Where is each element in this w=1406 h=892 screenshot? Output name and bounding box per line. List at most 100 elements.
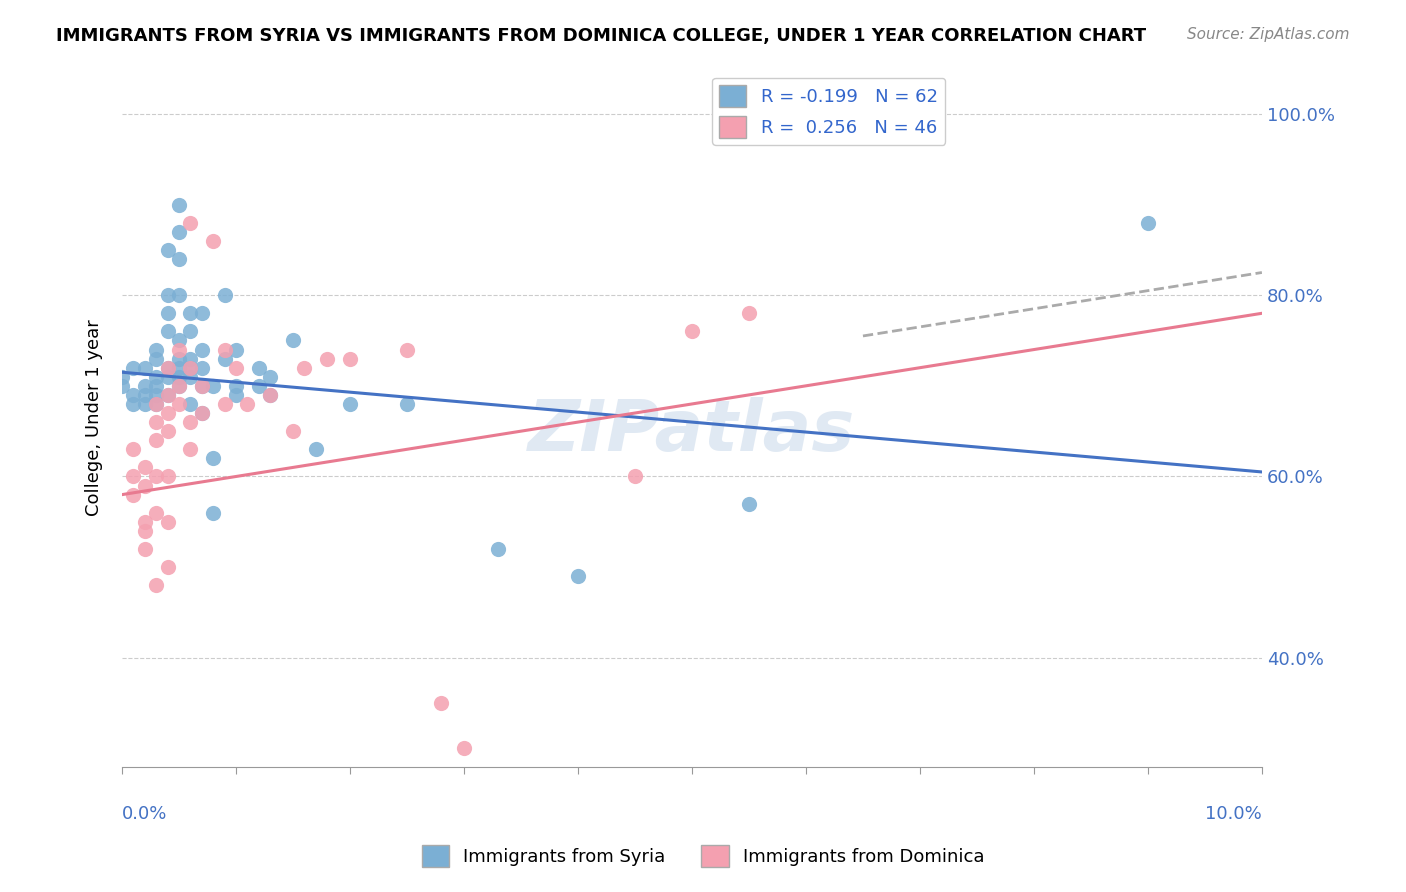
Point [179, 306, 201, 320]
Point [259, 369, 281, 384]
Point [145, 415, 167, 429]
Point [179, 397, 201, 411]
Point [156, 515, 179, 529]
Point [179, 360, 201, 375]
Point [167, 252, 190, 266]
Point [486, 541, 509, 556]
Point [156, 369, 179, 384]
Point [134, 515, 156, 529]
Point [1136, 216, 1159, 230]
Point [395, 343, 418, 357]
Point [567, 569, 589, 583]
Point [681, 325, 703, 339]
Point [134, 478, 156, 492]
Point [134, 541, 156, 556]
Point [111, 379, 134, 393]
Point [134, 379, 156, 393]
Point [395, 397, 418, 411]
Point [156, 306, 179, 320]
Point [156, 243, 179, 257]
Point [167, 288, 190, 302]
Point [156, 360, 179, 375]
Text: 10.0%: 10.0% [1205, 805, 1263, 823]
Point [145, 397, 167, 411]
Point [179, 360, 201, 375]
Point [156, 360, 179, 375]
Point [134, 397, 156, 411]
Point [167, 197, 190, 211]
Point [247, 379, 270, 393]
Point [179, 415, 201, 429]
Point [156, 288, 179, 302]
Point [339, 351, 361, 366]
Point [122, 488, 145, 502]
Point [294, 360, 316, 375]
Point [145, 469, 167, 483]
Point [179, 442, 201, 457]
Point [145, 397, 167, 411]
Point [134, 388, 156, 402]
Text: ZIPatlas: ZIPatlas [529, 397, 856, 466]
Point [281, 424, 304, 438]
Point [225, 343, 247, 357]
Point [191, 379, 214, 393]
Point [179, 325, 201, 339]
Point [167, 369, 190, 384]
Point [167, 225, 190, 239]
Point [202, 234, 225, 248]
Point [339, 397, 361, 411]
Point [156, 469, 179, 483]
Point [738, 306, 761, 320]
Point [145, 369, 167, 384]
Text: Source: ZipAtlas.com: Source: ZipAtlas.com [1187, 27, 1350, 42]
Point [191, 343, 214, 357]
Point [122, 442, 145, 457]
Point [236, 397, 259, 411]
Point [214, 397, 236, 411]
Point [259, 388, 281, 402]
Point [145, 351, 167, 366]
Point [145, 388, 167, 402]
Point [247, 360, 270, 375]
Point [225, 360, 247, 375]
Point [122, 388, 145, 402]
Point [156, 406, 179, 420]
Point [225, 379, 247, 393]
Point [156, 388, 179, 402]
Point [202, 379, 225, 393]
Y-axis label: College, Under 1 year: College, Under 1 year [86, 319, 103, 516]
Point [202, 451, 225, 466]
Point [122, 469, 145, 483]
Point [156, 424, 179, 438]
Point [167, 379, 190, 393]
Point [191, 406, 214, 420]
Point [167, 360, 190, 375]
Point [214, 288, 236, 302]
Point [191, 406, 214, 420]
Point [167, 351, 190, 366]
Point [179, 369, 201, 384]
Point [111, 369, 134, 384]
Point [122, 360, 145, 375]
Point [214, 351, 236, 366]
Point [430, 696, 453, 710]
Point [202, 506, 225, 520]
Point [225, 388, 247, 402]
Point [179, 351, 201, 366]
Point [145, 578, 167, 592]
Point [179, 216, 201, 230]
Text: 0.0%: 0.0% [122, 805, 167, 823]
Point [145, 506, 167, 520]
Point [156, 388, 179, 402]
Legend: Immigrants from Syria, Immigrants from Dominica: Immigrants from Syria, Immigrants from D… [415, 838, 991, 874]
Point [191, 360, 214, 375]
Point [122, 397, 145, 411]
Point [214, 343, 236, 357]
Point [281, 334, 304, 348]
Point [624, 469, 647, 483]
Point [305, 442, 328, 457]
Point [156, 325, 179, 339]
Point [145, 343, 167, 357]
Text: IMMIGRANTS FROM SYRIA VS IMMIGRANTS FROM DOMINICA COLLEGE, UNDER 1 YEAR CORRELAT: IMMIGRANTS FROM SYRIA VS IMMIGRANTS FROM… [56, 27, 1146, 45]
Point [145, 434, 167, 448]
